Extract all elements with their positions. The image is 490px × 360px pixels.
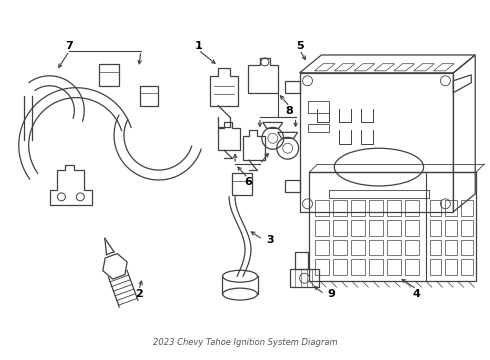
Text: 4: 4 [413,289,420,299]
Text: 1: 1 [195,41,202,51]
Text: 2023 Chevy Tahoe Ignition System Diagram: 2023 Chevy Tahoe Ignition System Diagram [153,338,337,347]
Text: 2: 2 [135,289,143,299]
Text: 3: 3 [266,234,273,244]
Text: 5: 5 [296,41,303,51]
Text: 7: 7 [66,41,73,51]
Text: 9: 9 [327,289,335,299]
Text: 6: 6 [244,177,252,187]
Text: 8: 8 [286,105,294,116]
